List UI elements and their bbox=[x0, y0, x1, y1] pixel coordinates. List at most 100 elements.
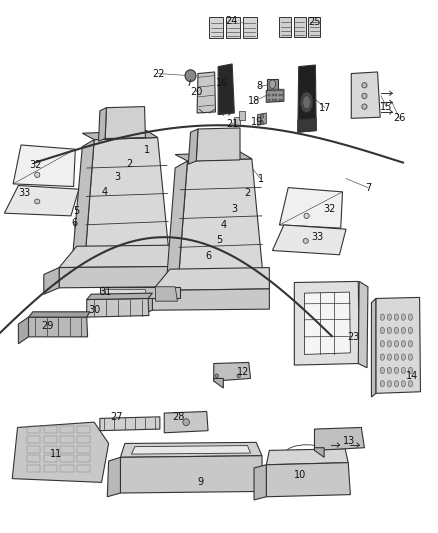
Ellipse shape bbox=[387, 327, 392, 334]
Ellipse shape bbox=[380, 381, 385, 387]
Polygon shape bbox=[243, 17, 257, 38]
Polygon shape bbox=[268, 94, 270, 96]
Text: 1: 1 bbox=[258, 174, 264, 183]
Text: 6: 6 bbox=[71, 218, 78, 228]
Ellipse shape bbox=[380, 354, 385, 360]
Polygon shape bbox=[4, 185, 79, 216]
Text: 26: 26 bbox=[393, 114, 406, 123]
Polygon shape bbox=[100, 417, 160, 431]
Ellipse shape bbox=[394, 327, 399, 334]
Polygon shape bbox=[268, 89, 270, 91]
Polygon shape bbox=[272, 225, 346, 255]
Polygon shape bbox=[272, 94, 274, 96]
Ellipse shape bbox=[387, 314, 392, 320]
Polygon shape bbox=[282, 89, 284, 91]
Polygon shape bbox=[197, 72, 215, 113]
Polygon shape bbox=[371, 298, 376, 397]
Polygon shape bbox=[105, 107, 145, 139]
Polygon shape bbox=[294, 281, 359, 365]
Text: 18: 18 bbox=[248, 96, 260, 106]
Polygon shape bbox=[298, 118, 316, 132]
Polygon shape bbox=[85, 138, 169, 253]
Text: 19: 19 bbox=[251, 117, 264, 126]
Text: 33: 33 bbox=[311, 232, 324, 242]
Ellipse shape bbox=[269, 80, 276, 88]
Ellipse shape bbox=[35, 172, 40, 177]
Ellipse shape bbox=[303, 239, 308, 243]
Text: 16: 16 bbox=[216, 78, 229, 87]
Polygon shape bbox=[282, 99, 284, 101]
Polygon shape bbox=[275, 99, 277, 101]
Text: 15: 15 bbox=[380, 102, 392, 111]
Polygon shape bbox=[279, 89, 281, 91]
Polygon shape bbox=[234, 117, 240, 125]
Text: 23: 23 bbox=[348, 332, 360, 342]
Text: 21: 21 bbox=[226, 119, 238, 128]
Text: 1: 1 bbox=[144, 146, 150, 155]
Text: 30: 30 bbox=[88, 305, 100, 315]
Ellipse shape bbox=[394, 314, 399, 320]
Polygon shape bbox=[266, 449, 348, 465]
Ellipse shape bbox=[401, 381, 406, 387]
Polygon shape bbox=[304, 292, 350, 354]
Text: 33: 33 bbox=[18, 188, 30, 198]
Ellipse shape bbox=[362, 93, 367, 99]
Text: 5: 5 bbox=[216, 235, 222, 245]
Polygon shape bbox=[59, 266, 173, 288]
Ellipse shape bbox=[387, 381, 392, 387]
Ellipse shape bbox=[394, 367, 399, 374]
Ellipse shape bbox=[401, 367, 406, 374]
Ellipse shape bbox=[401, 354, 406, 360]
Polygon shape bbox=[13, 145, 75, 187]
Ellipse shape bbox=[304, 213, 309, 219]
Polygon shape bbox=[254, 465, 266, 500]
Text: 32: 32 bbox=[323, 204, 336, 214]
Polygon shape bbox=[294, 17, 306, 37]
Polygon shape bbox=[279, 17, 291, 37]
Ellipse shape bbox=[303, 95, 311, 109]
Polygon shape bbox=[152, 268, 269, 290]
Polygon shape bbox=[282, 94, 284, 96]
Ellipse shape bbox=[394, 381, 399, 387]
Polygon shape bbox=[275, 94, 277, 96]
Ellipse shape bbox=[35, 199, 40, 204]
Ellipse shape bbox=[401, 341, 406, 347]
Polygon shape bbox=[166, 161, 187, 282]
Polygon shape bbox=[179, 159, 263, 276]
Polygon shape bbox=[28, 312, 90, 317]
Text: 11: 11 bbox=[50, 449, 62, 459]
Ellipse shape bbox=[387, 341, 392, 347]
Text: 13: 13 bbox=[343, 437, 356, 446]
Polygon shape bbox=[272, 99, 274, 101]
Ellipse shape bbox=[185, 70, 196, 82]
Polygon shape bbox=[87, 298, 149, 317]
Text: 25: 25 bbox=[308, 18, 321, 27]
Polygon shape bbox=[188, 129, 198, 164]
Polygon shape bbox=[120, 456, 263, 493]
Polygon shape bbox=[138, 290, 152, 316]
Text: 12: 12 bbox=[237, 367, 249, 377]
Text: 2: 2 bbox=[126, 159, 132, 169]
Ellipse shape bbox=[380, 341, 385, 347]
Polygon shape bbox=[82, 131, 158, 140]
Polygon shape bbox=[120, 442, 262, 457]
Text: 10: 10 bbox=[294, 471, 306, 480]
Polygon shape bbox=[87, 293, 152, 300]
Text: 2: 2 bbox=[244, 188, 251, 198]
Ellipse shape bbox=[408, 367, 413, 374]
Ellipse shape bbox=[380, 367, 385, 374]
Text: 29: 29 bbox=[41, 321, 53, 331]
Polygon shape bbox=[164, 411, 208, 433]
Polygon shape bbox=[214, 362, 251, 381]
Ellipse shape bbox=[260, 120, 264, 124]
Text: 32: 32 bbox=[30, 160, 42, 170]
Polygon shape bbox=[131, 446, 251, 454]
Polygon shape bbox=[279, 188, 343, 228]
Text: 4: 4 bbox=[220, 220, 226, 230]
Text: 7: 7 bbox=[365, 183, 371, 192]
Polygon shape bbox=[376, 297, 420, 393]
Polygon shape bbox=[209, 17, 223, 38]
Polygon shape bbox=[175, 152, 252, 161]
Polygon shape bbox=[266, 90, 284, 102]
Ellipse shape bbox=[362, 83, 367, 88]
